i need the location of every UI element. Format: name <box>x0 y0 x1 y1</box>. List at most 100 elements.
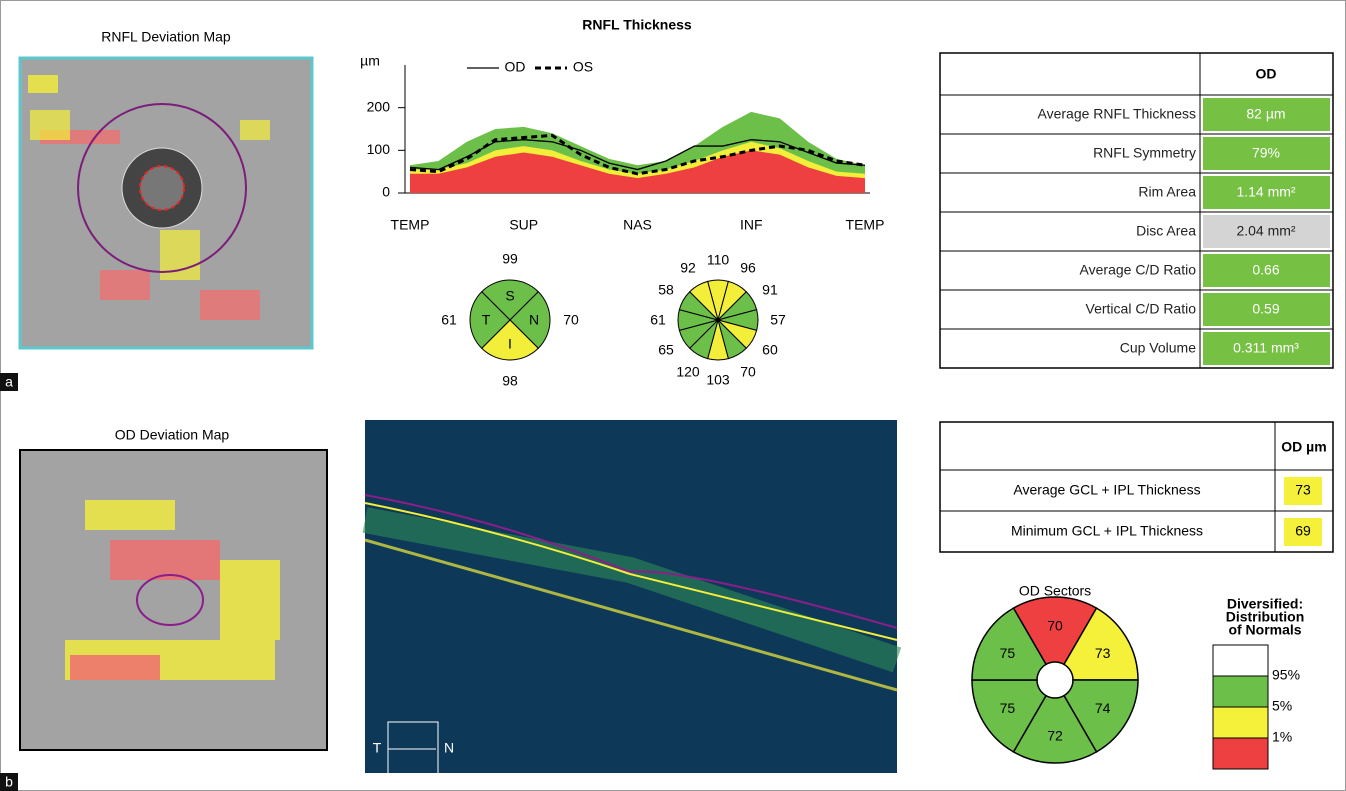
quadrant-letter: I <box>508 336 512 352</box>
value-cell <box>1203 98 1330 131</box>
sector <box>971 607 1048 681</box>
value-cell <box>1203 176 1330 209</box>
x-tick-label: TEMP <box>391 217 430 233</box>
row-value: 0.311 mm³ <box>1233 340 1299 356</box>
thickness-line <box>409 133 866 176</box>
table <box>939 421 1334 553</box>
row-label: Average C/D Ratio <box>1080 262 1197 278</box>
sector <box>971 679 1048 753</box>
sector-value: 70 <box>1047 618 1063 634</box>
scan-orientation: N <box>444 740 454 756</box>
quadrant <box>481 319 539 361</box>
legend-box <box>1212 644 1269 677</box>
table-header: OD µm <box>1281 439 1326 455</box>
fundus-image <box>19 449 328 751</box>
legend-box <box>1212 737 1269 770</box>
x-tick-label: TEMP <box>846 217 885 233</box>
quadrant-value: 61 <box>441 312 457 328</box>
quadrant <box>509 291 551 349</box>
panel-label-bg <box>0 773 18 791</box>
deviation-overlay <box>65 500 280 680</box>
quadrant <box>481 279 539 321</box>
quadrant <box>469 291 511 349</box>
row-value: 79% <box>1252 145 1280 161</box>
row-label: RNFL Symmetry <box>1093 145 1196 161</box>
legend-label: OS <box>573 59 593 75</box>
sector-value: 75 <box>1000 700 1016 716</box>
value-cell <box>1284 518 1322 546</box>
sector <box>1062 679 1139 753</box>
y-tick-label: 200 <box>367 98 391 114</box>
clock-value: 103 <box>706 372 730 388</box>
x-tick-label: NAS <box>623 217 652 233</box>
sector-value: 75 <box>1000 645 1016 661</box>
value-cell <box>1203 254 1330 287</box>
scan-circle <box>77 103 247 273</box>
legend-label: 1% <box>1272 729 1292 745</box>
clock-value: 96 <box>740 260 756 276</box>
clock-value: 91 <box>762 282 778 298</box>
legend-title: of Normals <box>1228 622 1301 638</box>
legend-label: 95% <box>1272 667 1300 683</box>
quadrant-letter: S <box>505 288 514 304</box>
legend-box <box>1212 706 1269 739</box>
quadrant-value: 70 <box>563 312 579 328</box>
clock-value: 58 <box>658 282 674 298</box>
sectors-title: OD Sectors <box>1019 583 1091 599</box>
value-cell <box>1284 477 1322 505</box>
y-tick-label: 0 <box>382 184 390 200</box>
sector-value: 72 <box>1047 728 1063 744</box>
row-value: 82 µm <box>1246 106 1285 122</box>
quadrant-value: 99 <box>502 251 518 267</box>
value-cell <box>1203 137 1330 170</box>
row-value: 1.14 mm² <box>1236 184 1295 200</box>
table-header: OD <box>1256 66 1277 82</box>
clock-value: 70 <box>740 364 756 380</box>
legend-title: Diversified: <box>1227 596 1303 612</box>
sector <box>1012 596 1098 666</box>
row-value: 73 <box>1295 482 1311 498</box>
legend-label: 5% <box>1272 698 1292 714</box>
clock-value: 61 <box>650 312 666 328</box>
clock-value: 110 <box>707 252 730 268</box>
panel-label-bg <box>0 373 18 391</box>
x-tick-label: SUP <box>509 217 538 233</box>
norm-band <box>410 150 865 193</box>
quadrant-letter: T <box>482 312 491 328</box>
sector <box>1012 694 1098 764</box>
panel-label: b <box>5 774 13 790</box>
row-label: Rim Area <box>1138 184 1196 200</box>
cup <box>139 165 185 211</box>
y-unit: µm <box>360 53 380 69</box>
row-value: 69 <box>1295 523 1311 539</box>
row-value: 0.59 <box>1252 301 1279 317</box>
row-label: Minimum GCL + IPL Thickness <box>1011 523 1203 539</box>
quadrant-value: 98 <box>502 373 518 389</box>
quadrant-letter: N <box>529 312 539 328</box>
map-title: OD Deviation Map <box>115 427 230 443</box>
deviation-overlay <box>28 75 270 320</box>
clock-value: 60 <box>762 342 778 358</box>
clock-sector <box>689 280 719 322</box>
sector-value: 73 <box>1095 645 1111 661</box>
sector-value: 74 <box>1095 700 1111 716</box>
row-label: Cup Volume <box>1120 340 1196 356</box>
clock-value: 92 <box>680 260 696 276</box>
sector <box>1062 607 1139 681</box>
fovea-ellipse <box>136 574 204 626</box>
scan-orientation: T <box>373 740 382 756</box>
row-label: Average RNFL Thickness <box>1038 106 1196 122</box>
row-label: Disc Area <box>1136 223 1196 239</box>
clock-value: 120 <box>676 364 700 380</box>
row-label: Vertical C/D Ratio <box>1086 301 1197 317</box>
row-label: Average GCL + IPL Thickness <box>1013 482 1200 498</box>
chart-title: RNFL Thickness <box>582 17 692 33</box>
value-cell <box>1203 293 1330 326</box>
clock-value: 57 <box>770 312 786 328</box>
value-cell <box>1203 332 1330 365</box>
legend-title: Distribution <box>1226 609 1305 625</box>
legend-label: OD <box>505 59 526 75</box>
row-value: 2.04 mm² <box>1236 223 1295 239</box>
panel-label: a <box>5 374 13 390</box>
